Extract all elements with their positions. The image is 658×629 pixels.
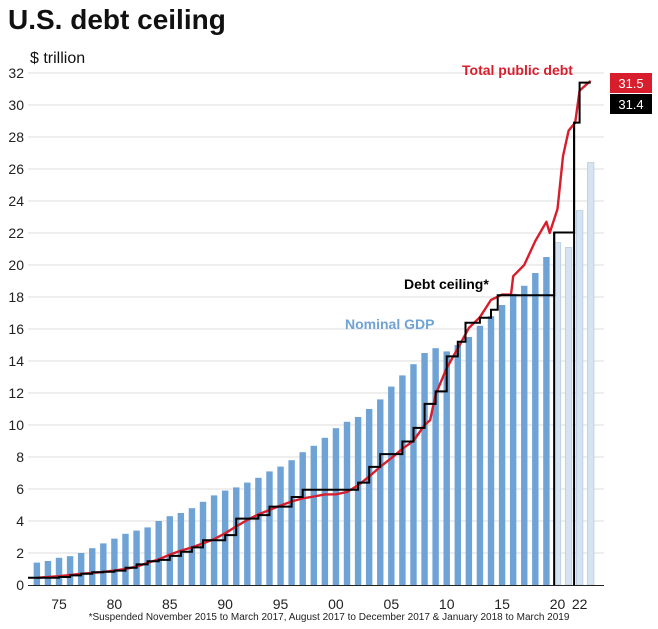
gdp-bar-1974 bbox=[44, 561, 52, 585]
y-tick-2: 2 bbox=[16, 545, 24, 561]
x-tick-95: 95 bbox=[273, 596, 289, 612]
gdp-bar-1999 bbox=[321, 437, 329, 585]
y-tick-20: 20 bbox=[8, 257, 24, 273]
y-tick-4: 4 bbox=[16, 513, 24, 529]
y-tick-12: 12 bbox=[8, 385, 24, 401]
gdp-bar-1977 bbox=[77, 553, 85, 585]
nominal-gdp-label: Nominal GDP bbox=[345, 316, 434, 332]
annotations: Total public debt Debt ceiling* Nominal … bbox=[345, 62, 573, 332]
gdp-bar-2022 bbox=[576, 210, 584, 586]
x-tick-85: 85 bbox=[162, 596, 178, 612]
y-tick-8: 8 bbox=[16, 449, 24, 465]
x-tick-10: 10 bbox=[439, 596, 455, 612]
grid-lines bbox=[28, 72, 604, 554]
gdp-bar-1984 bbox=[155, 521, 162, 585]
x-tick-80: 80 bbox=[107, 596, 123, 612]
gdp-bar-1994 bbox=[266, 471, 273, 585]
gdp-bar-1973 bbox=[33, 562, 41, 585]
gdp-bar-1995 bbox=[277, 466, 284, 585]
gdp-bar-2003 bbox=[365, 409, 373, 585]
y-tick-28: 28 bbox=[8, 129, 24, 145]
gdp-bar-2019 bbox=[543, 257, 550, 585]
gdp-bar-1980 bbox=[111, 538, 118, 585]
y-tick-10: 10 bbox=[8, 417, 24, 433]
x-tick-20: 20 bbox=[550, 596, 566, 612]
gdp-bar-2008 bbox=[421, 353, 428, 585]
page-title: U.S. debt ceiling bbox=[8, 4, 226, 35]
y-tick-16: 16 bbox=[8, 321, 24, 337]
total-public-debt-label: Total public debt bbox=[462, 62, 573, 78]
gdp-bar-1983 bbox=[144, 527, 151, 585]
y-tick-32: 32 bbox=[8, 65, 24, 81]
gdp-bar-1996 bbox=[288, 460, 295, 585]
gdp-bar-2021 bbox=[564, 246, 573, 586]
gdp-bar-1998 bbox=[310, 445, 317, 585]
gdp-bar-1997 bbox=[299, 452, 306, 585]
gdp-bar-2015 bbox=[498, 305, 506, 585]
series-lines bbox=[28, 80, 592, 585]
debt-end-label-box bbox=[610, 73, 652, 93]
ceiling-end-label: 31.4 bbox=[618, 97, 643, 112]
gdp-bar-2009 bbox=[432, 348, 439, 585]
y-tick-14: 14 bbox=[8, 353, 24, 369]
gdp-bar-1993 bbox=[255, 477, 262, 585]
total-public-debt-line bbox=[36, 80, 592, 579]
x-tick-90: 90 bbox=[217, 596, 233, 612]
gdp-bar-1978 bbox=[89, 548, 96, 585]
gdp-bar-2011 bbox=[454, 345, 461, 585]
debt-ceiling-line bbox=[28, 81, 591, 579]
y-tick-24: 24 bbox=[8, 193, 24, 209]
x-tick-22: 22 bbox=[572, 596, 588, 612]
gdp-bar-1986 bbox=[177, 513, 185, 585]
x-tick-15: 15 bbox=[494, 596, 510, 612]
y-tick-0: 0 bbox=[16, 577, 24, 593]
gdp-bar-2013 bbox=[476, 325, 484, 585]
gdp-bar-2016 bbox=[509, 293, 517, 585]
gdp-bar-2002 bbox=[354, 417, 362, 585]
y-tick-26: 26 bbox=[8, 161, 24, 177]
gdp-bar-2010 bbox=[443, 351, 450, 585]
x-tick-05: 05 bbox=[384, 596, 400, 612]
gdp-bar-1991 bbox=[233, 487, 240, 585]
ceiling-end-label-box bbox=[610, 94, 652, 114]
gdp-bar-1976 bbox=[66, 556, 74, 585]
y-tick-22: 22 bbox=[8, 225, 24, 241]
y-tick-30: 30 bbox=[8, 97, 24, 113]
x-tick-labels: 75 80 85 90 95 00 05 10 15 20 22 bbox=[51, 596, 587, 612]
gdp-bar-1979 bbox=[100, 543, 107, 585]
gdp-bars bbox=[33, 162, 595, 586]
gdp-bar-1975 bbox=[55, 557, 63, 585]
gdp-bar-2004 bbox=[377, 399, 384, 585]
gdp-bar-1985 bbox=[166, 516, 173, 585]
gdp-bar-2000 bbox=[332, 428, 340, 585]
gdp-bar-1982 bbox=[133, 530, 140, 585]
gdp-bar-2014 bbox=[487, 316, 495, 585]
x-tick-00: 00 bbox=[328, 596, 344, 612]
gdp-bar-2012 bbox=[465, 337, 473, 585]
y-tick-6: 6 bbox=[16, 481, 24, 497]
y-tick-18: 18 bbox=[8, 289, 24, 305]
end-value-labels: 31.5 31.4 bbox=[610, 73, 652, 114]
gdp-bar-2020 bbox=[553, 242, 562, 586]
gdp-bar-2005 bbox=[388, 386, 395, 585]
gdp-bar-2018 bbox=[532, 273, 539, 585]
footnote: *Suspended November 2015 to March 2017, … bbox=[88, 612, 570, 623]
gdp-bar-1981 bbox=[122, 533, 129, 585]
gdp-bar-2017 bbox=[521, 285, 528, 585]
gdp-bar-2007 bbox=[410, 364, 417, 585]
gdp-bar-2001 bbox=[343, 421, 351, 585]
gdp-bar-2023 bbox=[587, 162, 595, 586]
unit-label: $ trillion bbox=[30, 50, 86, 67]
gdp-bar-1992 bbox=[244, 482, 251, 585]
debt-ceiling-label: Debt ceiling* bbox=[404, 276, 489, 292]
debt-end-label: 31.5 bbox=[618, 76, 643, 91]
x-tick-75: 75 bbox=[51, 596, 67, 612]
gdp-bar-2006 bbox=[399, 375, 406, 585]
